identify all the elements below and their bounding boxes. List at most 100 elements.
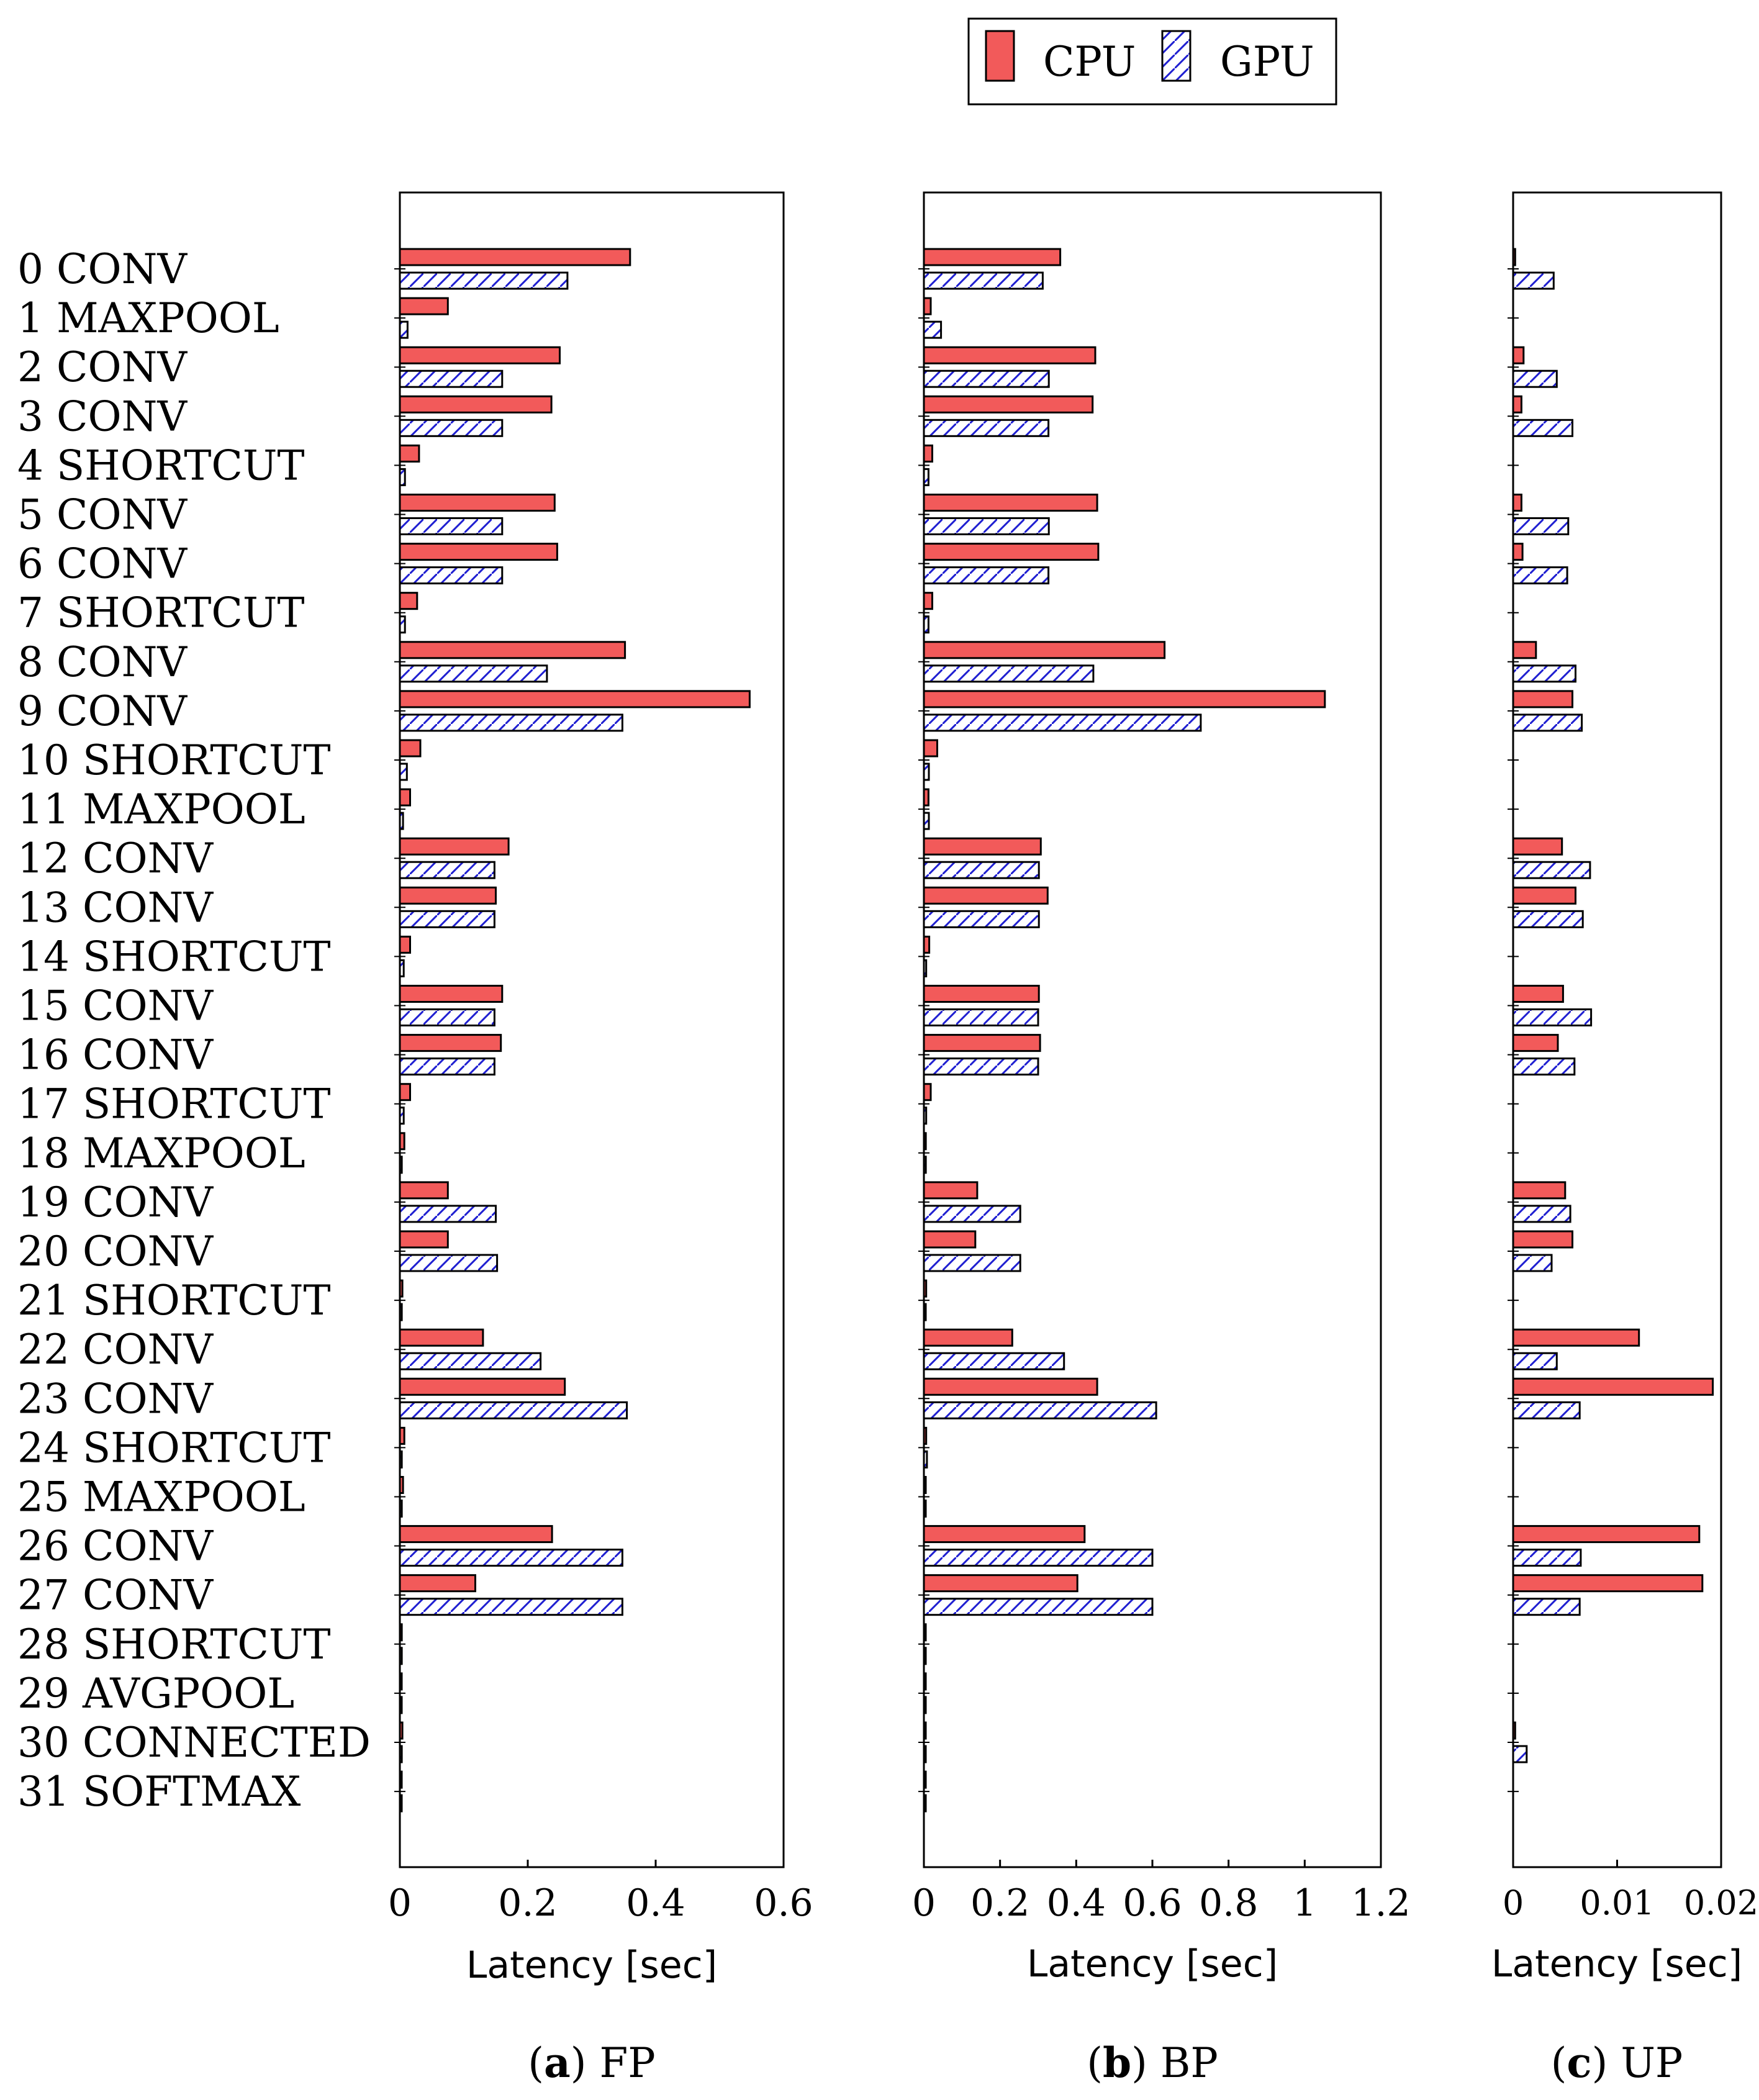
bar-cpu xyxy=(1512,1574,1704,1593)
bar-gpu xyxy=(1512,1598,1581,1616)
bar-cpu xyxy=(399,1426,405,1445)
bar-cpu xyxy=(1512,395,1522,414)
bar-cpu xyxy=(1512,641,1537,659)
bar-cpu xyxy=(923,1770,927,1789)
category-label: 25 MAXPOOL xyxy=(17,1473,305,1521)
bar-cpu xyxy=(923,1426,928,1445)
bar-gpu xyxy=(1512,1352,1558,1370)
bar-gpu xyxy=(399,419,504,437)
bar-cpu xyxy=(1512,886,1576,905)
category-label: 22 CONV xyxy=(17,1326,214,1374)
bar-gpu xyxy=(923,1107,928,1125)
legend: CPU GPU xyxy=(967,17,1337,106)
bar-cpu xyxy=(923,886,1049,905)
bar-cpu xyxy=(399,592,418,610)
bar-cpu xyxy=(399,1476,404,1494)
x-tick-label: 0.02 xyxy=(1684,1883,1758,1922)
bar-cpu xyxy=(923,1083,932,1102)
bar-cpu xyxy=(399,935,411,954)
x-tick-label: 0.8 xyxy=(1199,1881,1258,1925)
bar-cpu xyxy=(923,1279,928,1298)
bar-gpu xyxy=(923,271,1044,290)
bar-cpu xyxy=(399,837,510,856)
bar-cpu xyxy=(923,1574,1078,1593)
bars-fp xyxy=(394,248,751,1813)
bar-cpu xyxy=(923,788,929,807)
bar-gpu xyxy=(923,566,1050,585)
bar-gpu xyxy=(399,1205,497,1223)
bar-gpu xyxy=(399,566,504,585)
bar-cpu xyxy=(399,1623,403,1642)
bar-cpu xyxy=(923,837,1042,856)
bar-gpu xyxy=(923,369,1050,388)
bar-gpu xyxy=(923,1549,1154,1567)
bar-cpu xyxy=(1512,1377,1714,1396)
bar-cpu xyxy=(399,248,631,266)
x-ticks-fp: 0 0.2 0.4 0.6 xyxy=(388,1860,813,1925)
bar-cpu xyxy=(399,346,561,364)
bar-gpu xyxy=(1512,369,1558,388)
bar-gpu xyxy=(923,1794,927,1813)
bar-cpu xyxy=(923,1377,1098,1396)
bar-gpu xyxy=(399,959,405,977)
bar-gpu xyxy=(923,910,1040,928)
bar-cpu xyxy=(1512,985,1564,1003)
x-tick-label: 1.2 xyxy=(1351,1881,1410,1925)
x-tick-label: 0.01 xyxy=(1580,1883,1654,1922)
bar-gpu xyxy=(1512,517,1570,535)
x-ticks-up: 0 0.01 0.02 xyxy=(1503,1860,1758,1922)
bar-gpu xyxy=(923,320,943,339)
bar-cpu xyxy=(923,1672,927,1691)
x-ticks-bp: 0 0.2 0.4 0.6 0.8 1 1.2 xyxy=(912,1860,1411,1925)
bar-cpu xyxy=(399,1181,449,1200)
bar-gpu xyxy=(1512,1254,1553,1272)
bar-cpu xyxy=(923,1328,1013,1347)
bar-cpu xyxy=(923,248,1062,266)
bar-gpu xyxy=(399,664,548,683)
bar-cpu xyxy=(1512,1525,1701,1544)
bar-gpu xyxy=(399,910,495,928)
bar-cpu xyxy=(399,1770,403,1789)
panel-bp: 0 0.2 0.4 0.6 0.8 1 1.2 Latency [sec] (b) BP xyxy=(912,191,1411,2087)
category-label: 19 CONV xyxy=(17,1179,214,1226)
bar-gpu xyxy=(1512,713,1583,732)
x-tick-label: 0.2 xyxy=(970,1881,1029,1925)
category-label: 26 CONV xyxy=(17,1523,214,1570)
category-label: 23 CONV xyxy=(17,1375,214,1423)
bar-gpu xyxy=(923,861,1040,879)
bar-cpu xyxy=(1512,1328,1640,1347)
bar-cpu xyxy=(1512,346,1525,364)
bar-cpu xyxy=(1512,1721,1516,1740)
bar-cpu xyxy=(399,1230,449,1249)
bar-cpu xyxy=(923,444,933,463)
bar-gpu xyxy=(923,1057,1039,1076)
bar-gpu xyxy=(399,1401,628,1419)
category-label: 16 CONV xyxy=(17,1031,214,1079)
caption-letter-bp: b xyxy=(1103,2039,1131,2087)
bar-cpu xyxy=(1512,1230,1573,1249)
caption-text-bp: BP xyxy=(1160,2039,1218,2087)
bar-gpu xyxy=(399,1352,542,1370)
caption-up: (c) UP xyxy=(1551,2039,1683,2087)
bar-gpu xyxy=(399,517,504,535)
category-label: 13 CONV xyxy=(17,884,214,931)
bar-gpu xyxy=(399,1254,499,1272)
bar-cpu xyxy=(399,395,553,414)
category-label: 2 CONV xyxy=(17,343,188,391)
bar-gpu xyxy=(399,1057,495,1076)
caption-bp: (b) BP xyxy=(1087,2039,1218,2087)
bar-gpu xyxy=(923,1205,1021,1223)
bar-gpu xyxy=(1512,1008,1593,1026)
bar-cpu xyxy=(1512,1181,1567,1200)
bar-gpu xyxy=(399,1008,495,1026)
bar-cpu xyxy=(923,494,1098,512)
x-tick-label: 0.4 xyxy=(1047,1881,1106,1925)
category-label: 28 SHORTCUT xyxy=(17,1621,331,1668)
category-label: 9 CONV xyxy=(17,687,188,735)
legend-gpu-label: GPU xyxy=(1220,38,1314,86)
category-label: 21 SHORTCUT xyxy=(17,1277,331,1324)
x-tick-label: 0.2 xyxy=(498,1881,557,1925)
